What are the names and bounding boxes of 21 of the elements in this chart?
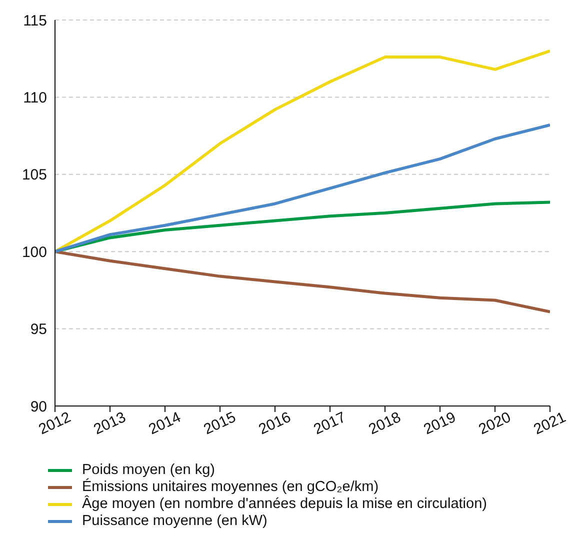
x-tick-label: 2015: [201, 408, 239, 438]
y-tick-label: 105: [22, 166, 47, 184]
y-tick-label: 110: [23, 90, 47, 107]
x-tick-label: 2021: [531, 408, 569, 438]
y-tick-label: 90: [30, 398, 47, 416]
x-tick-label: 2016: [256, 408, 294, 438]
y-tick-label: 100: [22, 244, 47, 261]
x-tick-label: 2020: [476, 408, 514, 438]
x-tick-label: 2014: [146, 408, 184, 438]
y-tick-label: 95: [30, 321, 47, 338]
x-tick-label: 2017: [311, 408, 349, 438]
legend-label: Âge moyen (en nombre d'années depuis la mise en circulation): [82, 496, 487, 513]
x-tick-label: 2018: [366, 408, 404, 438]
line-series: [55, 123, 550, 254]
legend-label: Émissions unitaires moyennes (en gCO₂e/km): [82, 479, 379, 495]
line-series: [55, 250, 550, 314]
x-tick-label: 2013: [91, 408, 129, 438]
y-tick-label: 115: [23, 12, 47, 30]
x-tick-label: 2019: [421, 408, 459, 438]
legend-label: Puissance moyenne (en kW): [82, 513, 268, 530]
legend-label: Poids moyen (en kg): [82, 462, 215, 478]
